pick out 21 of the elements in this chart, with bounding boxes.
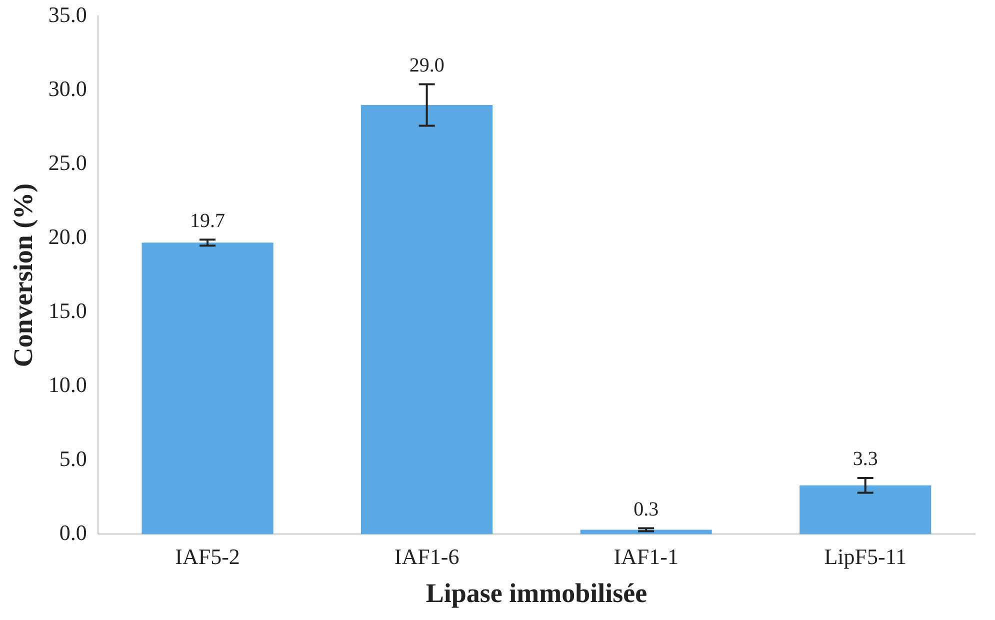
x-tick-label: IAF1-6 bbox=[394, 544, 460, 570]
y-tick-label: 15.0 bbox=[48, 298, 87, 323]
data-label: 0.3 bbox=[634, 498, 659, 521]
y-tick-label: 10.0 bbox=[48, 372, 87, 397]
data-label: 19.7 bbox=[190, 210, 226, 232]
y-tick-label: 20.0 bbox=[48, 224, 87, 249]
y-tick-label: 5.0 bbox=[59, 446, 87, 471]
y-tick-label: 0.0 bbox=[59, 520, 87, 545]
data-label: 3.3 bbox=[852, 448, 878, 470]
bar bbox=[142, 242, 274, 534]
y-tick-label: 25.0 bbox=[48, 150, 87, 175]
data-label: 29.0 bbox=[409, 54, 444, 77]
x-tick-label: IAF5-2 bbox=[175, 544, 240, 570]
x-axis-title: Lipase immobilisée bbox=[426, 578, 648, 608]
y-tick-label: 35.0 bbox=[48, 2, 87, 27]
x-tick-label: LipF5-11 bbox=[824, 544, 907, 570]
y-tick-label: 30.0 bbox=[48, 76, 87, 101]
bar bbox=[800, 485, 932, 534]
x-tick-label: IAF1-1 bbox=[614, 544, 678, 570]
y-axis-title: Conversion (%) bbox=[8, 183, 38, 368]
bar bbox=[361, 105, 493, 534]
